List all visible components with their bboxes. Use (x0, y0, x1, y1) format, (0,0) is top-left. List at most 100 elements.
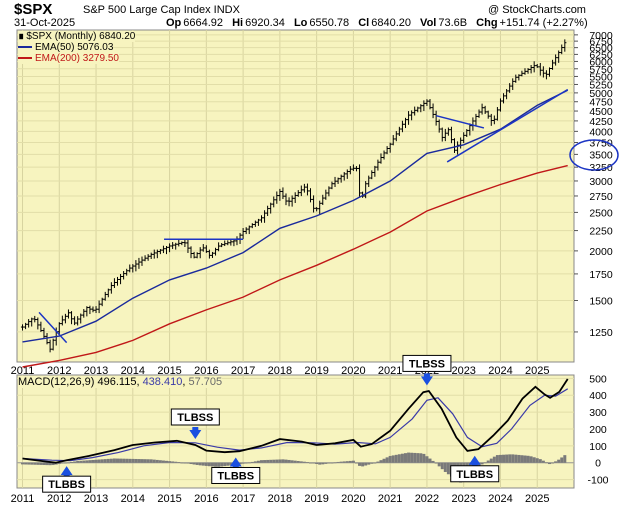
price-x-tick-label: 2021 (378, 365, 402, 377)
macd-x-tick-label: 2019 (304, 493, 328, 505)
legend-ema50-label: EMA(50) 5076.03 (35, 42, 114, 53)
price-y-tick-label: 5500 (589, 71, 613, 83)
macd-histogram-bar (140, 459, 144, 463)
macd-histogram-bar (226, 462, 230, 466)
macd-histogram-bar (247, 462, 251, 464)
price-y-tick-label: 4250 (589, 116, 613, 128)
macd-histogram-bar (275, 459, 279, 463)
macd-histogram-bar (495, 455, 499, 463)
macd-x-tick-label: 2020 (341, 493, 365, 505)
macd-histogram-bar (76, 461, 80, 463)
macd-histogram-bar (88, 460, 92, 463)
ohlc-readout: Op 6664.92 Hi 6920.34 Lo 6550.78 Cl 6840.20 … (160, 17, 588, 29)
macd-histogram-bar (27, 462, 31, 465)
macd-histogram-bar (131, 458, 135, 463)
price-y-tick-label: 2250 (589, 226, 613, 238)
macd-histogram-bar (400, 453, 404, 463)
macd-histogram-bar (155, 459, 159, 463)
macd-x-tick-label: 2012 (47, 493, 71, 505)
price-y-tick-label: 6250 (589, 49, 613, 61)
annotation-up-arrow (229, 457, 242, 470)
macd-histogram-bar (263, 460, 267, 463)
price-y-tick-label: 3250 (589, 162, 613, 174)
macd-histogram-bar (45, 462, 49, 466)
macd-histogram-bar (299, 461, 303, 463)
macd-histogram-bar (376, 461, 380, 463)
macd-x-tick-label: 2018 (268, 493, 292, 505)
macd-histogram-bar (379, 460, 383, 463)
price-y-tick-label: 2000 (589, 246, 613, 258)
macd-histogram-bar (358, 462, 362, 466)
macd-histogram-bar (532, 457, 536, 463)
macd-histogram-bar (122, 458, 126, 463)
price-y-tick-label: 5750 (589, 64, 613, 76)
macd-x-tick-label: 2021 (378, 493, 402, 505)
annotation-up-arrow (60, 466, 73, 479)
macd-histogram-bar (229, 462, 233, 466)
legend-macd-value: 496.115 (97, 376, 137, 388)
macd-histogram-bar (168, 461, 172, 463)
macd-histogram-bar (204, 462, 208, 466)
macd-histogram-bar (477, 462, 481, 468)
macd-histogram-bar (30, 462, 34, 465)
annotation-box (211, 466, 261, 484)
macd-histogram-bar (180, 462, 184, 464)
symbol-title: $SPX (14, 1, 53, 18)
macd-histogram-bar (342, 461, 346, 463)
macd-histogram-bar (259, 460, 263, 463)
macd-histogram-bar (119, 458, 123, 463)
price-x-tick-label: 2018 (268, 365, 292, 377)
annotation-up: TLBBS (42, 466, 92, 493)
macd-histogram-bar (382, 458, 386, 463)
macd-histogram-bar (70, 462, 74, 463)
price-y-tick-label: 7000 (589, 30, 613, 42)
macd-x-tick-label: 2025 (525, 493, 549, 505)
macd-histogram-bar (312, 462, 316, 464)
macd-histogram-bar (281, 459, 285, 463)
macd-histogram-bar (290, 460, 294, 463)
price-x-tick-label: 2020 (341, 365, 365, 377)
macd-histogram-bar (115, 458, 119, 463)
macd-histogram-bar (201, 462, 205, 466)
macd-histogram-bar (364, 462, 368, 466)
macd-histogram-bar (407, 452, 411, 463)
macd-histogram-bar (370, 462, 374, 464)
macd-histogram-bar (394, 454, 398, 463)
macd-histogram-bar (54, 462, 58, 465)
macd-histogram-bar (238, 462, 242, 465)
open-value: 6664.92 (183, 17, 224, 29)
macd-histogram-bar (425, 456, 429, 463)
macd-histogram-bar (33, 462, 37, 465)
macd-histogram-bar (189, 462, 193, 465)
macd-histogram-bar (354, 462, 358, 464)
price-y-tick-label: 6500 (589, 43, 613, 55)
annotation-box (42, 475, 92, 493)
macd-histogram-bar (413, 452, 417, 463)
annotation-label: TLBBS (456, 469, 493, 481)
macd-x-tick-label: 2015 (157, 493, 181, 505)
macd-histogram-bar (192, 462, 196, 465)
change-value: +151.74 (+2.27%) (499, 17, 588, 29)
price-y-tick-label: 4500 (589, 106, 613, 118)
macd-histogram-bar (373, 462, 377, 464)
price-x-tick-label: 2013 (84, 365, 108, 377)
macd-histogram-bar (161, 460, 165, 463)
macd-histogram-bar (330, 462, 334, 464)
macd-histogram-bar (210, 462, 214, 467)
macd-histogram-bar (324, 462, 328, 464)
macd-histogram-bar (128, 458, 132, 463)
macd-histogram-bar (535, 458, 539, 463)
price-y-tick-label: 2500 (589, 207, 613, 219)
macd-histogram-bar (419, 453, 423, 463)
open-label: Op (166, 17, 182, 29)
macd-histogram-bar (544, 462, 548, 464)
close-value: 6840.20 (371, 17, 411, 29)
macd-histogram-bar (79, 460, 83, 463)
macd-histogram-bar (66, 462, 70, 464)
price-x-tick-label: 2017 (231, 365, 255, 377)
macd-histogram-bar (551, 462, 555, 464)
macd-y-tick-label: -100 (587, 475, 608, 487)
macd-histogram-bar (336, 461, 340, 463)
macd-histogram-bar (517, 454, 521, 463)
